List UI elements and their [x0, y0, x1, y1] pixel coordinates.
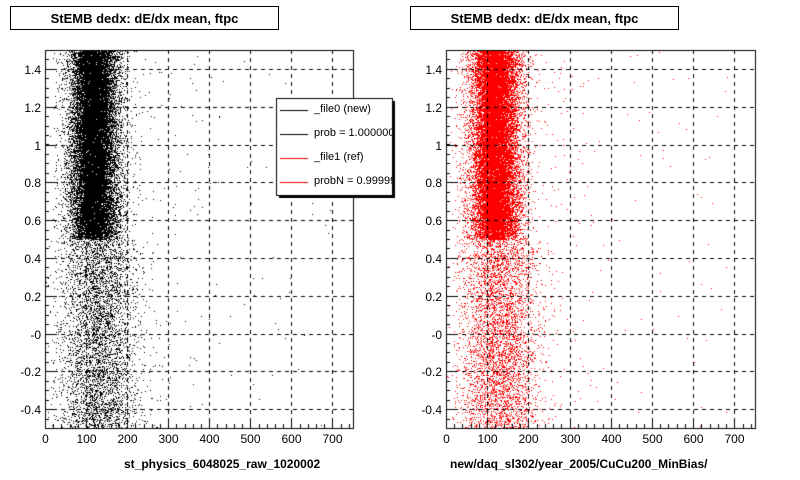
y-tick-label: 0.2 [24, 289, 41, 304]
y-tick-label: -0.4 [20, 402, 41, 417]
y-tick-label: 1.2 [24, 100, 41, 115]
left-chart-title: StEMB dedx: dE/dx mean, ftpc [10, 6, 279, 30]
x-tick-label: 400 [199, 432, 220, 446]
x-tick-label: 600 [683, 432, 704, 446]
legend-entry: _file0 (new) [314, 103, 371, 115]
x-tick-label: 200 [117, 432, 138, 446]
left-x-axis-label: st_physics_6048025_raw_1020002 [124, 457, 321, 471]
legend-entry: prob = 1.000000 [314, 127, 392, 139]
y-tick-label: 0.8 [24, 175, 41, 190]
x-tick-label: 300 [158, 432, 179, 446]
legend: _file0 (new) prob = 1.000000 _file1 (ref) p… [276, 98, 392, 195]
y-tick-label: -0 [431, 327, 442, 342]
y-tick-label: -0 [30, 327, 41, 342]
y-tick-label: 0.4 [24, 251, 41, 266]
x-tick-label: 200 [518, 432, 539, 446]
x-tick-label: 0 [42, 432, 49, 446]
y-tick-label: 0.6 [24, 213, 41, 228]
legend-entry: probN = 0.99999 [314, 175, 392, 187]
x-tick-label: 400 [601, 432, 622, 446]
right-x-axis-label: new/daq_sl302/year_2005/CuCu200_MinBias/ [450, 457, 708, 471]
x-tick-label: 500 [240, 432, 261, 446]
legend-entry: _file1 (ref) [314, 151, 364, 163]
y-tick-label: 0.6 [425, 213, 442, 228]
x-tick-label: 700 [724, 432, 745, 446]
y-tick-label: 1 [435, 138, 442, 153]
x-tick-label: 600 [281, 432, 302, 446]
y-tick-label: -0.2 [20, 364, 41, 379]
y-tick-label: 0.8 [425, 175, 442, 190]
x-tick-label: 500 [642, 432, 663, 446]
y-tick-label: -0.2 [421, 364, 442, 379]
y-tick-label: 0.2 [425, 289, 442, 304]
y-tick-label: 1.4 [24, 62, 41, 77]
x-tick-label: 100 [477, 432, 498, 446]
y-tick-label: 1.2 [425, 100, 442, 115]
x-tick-label: 700 [322, 432, 343, 446]
x-tick-label: 300 [560, 432, 581, 446]
y-tick-label: -0.4 [421, 402, 442, 417]
y-tick-label: 1.4 [425, 62, 442, 77]
x-tick-label: 100 [76, 432, 97, 446]
right-chart-title: StEMB dedx: dE/dx mean, ftpc [410, 6, 679, 30]
y-tick-label: 0.4 [425, 251, 442, 266]
x-tick-label: 0 [443, 432, 450, 446]
y-tick-label: 1 [34, 138, 41, 153]
